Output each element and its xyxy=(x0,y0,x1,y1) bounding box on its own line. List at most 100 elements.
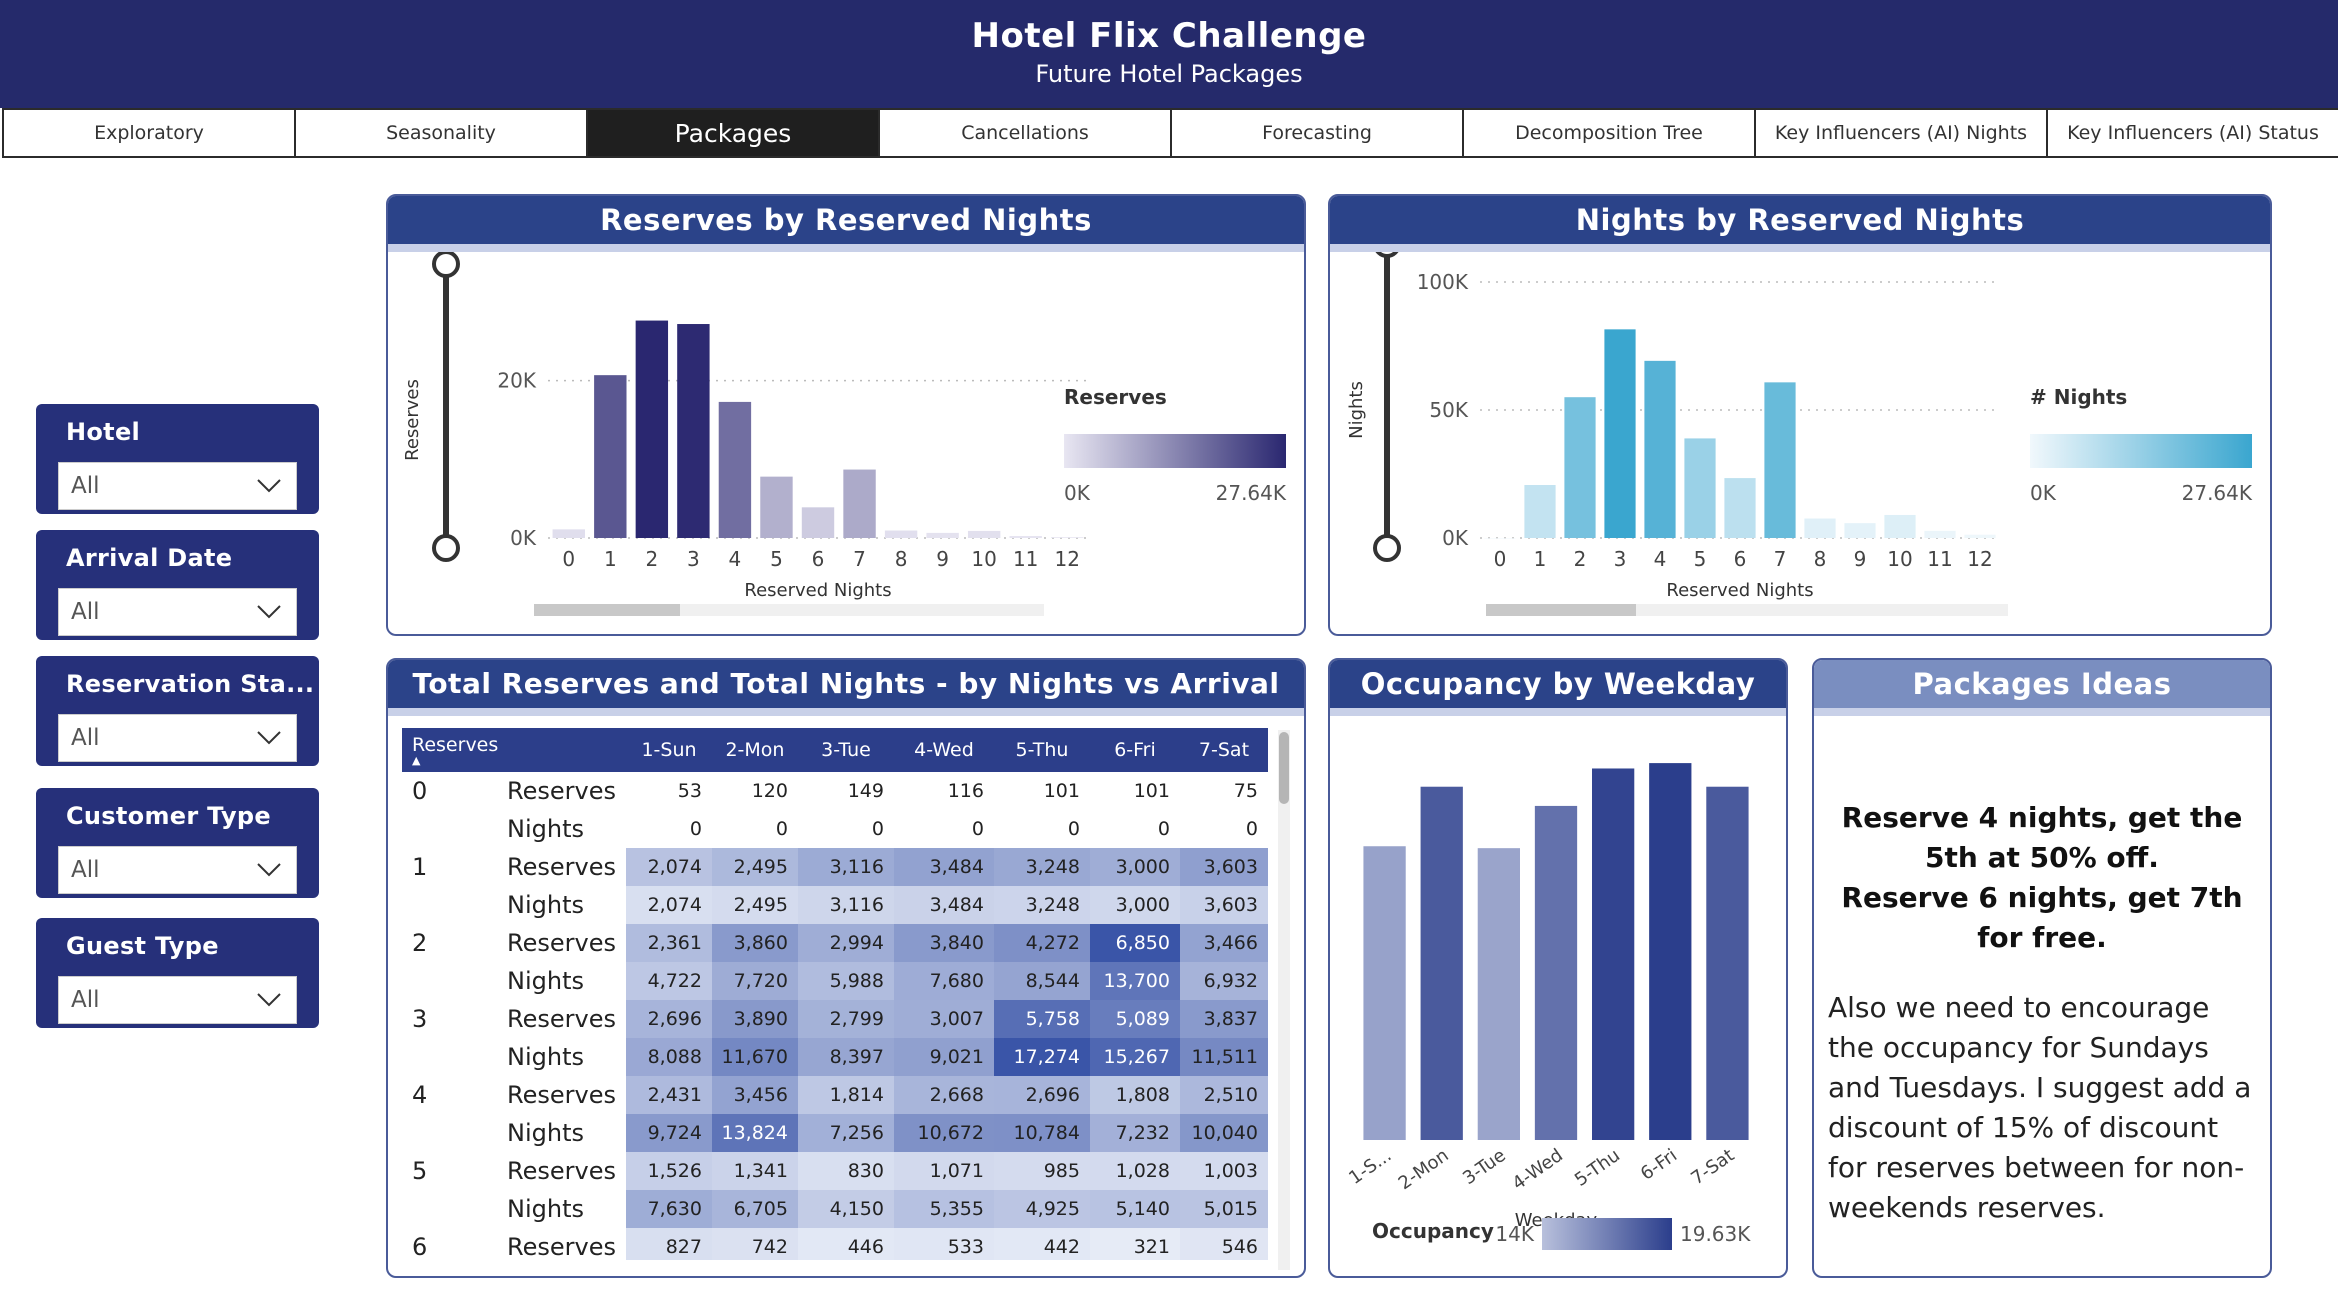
legend-min: 0K xyxy=(1064,481,1091,505)
slicer-reservation-status: Reservation Sta... All xyxy=(36,656,319,766)
matrix-cell: 4,925 xyxy=(993,1190,1090,1228)
chart-scrollbar-thumb xyxy=(534,604,680,616)
x-tick-label: 4 xyxy=(729,547,742,571)
occupancy-chart-card: Occupancy by Weekday 1-S... 2-Mon 3-Tue 4-W… xyxy=(1328,658,1788,1278)
report-subtitle: Future Hotel Packages xyxy=(1035,60,1303,88)
matrix-column-header[interactable]: 1-Sun xyxy=(625,728,712,772)
bar-5-Thu xyxy=(1592,768,1635,1140)
matrix-column-header[interactable]: 6-Fri xyxy=(1089,728,1180,772)
matrix-cell: 6,932 xyxy=(1179,962,1268,1000)
tab-key-influencers-nights[interactable]: Key Influencers (AI) Nights xyxy=(1754,108,2048,158)
dropdown-value: All xyxy=(71,857,100,883)
matrix-cell: 3,484 xyxy=(893,886,994,924)
reservation-status-dropdown[interactable]: All xyxy=(58,714,297,762)
x-tick-label: 4-Wed xyxy=(1509,1145,1567,1195)
tab-cancellations[interactable]: Cancellations xyxy=(878,108,1172,158)
chevron-down-icon xyxy=(257,605,281,619)
matrix-cell: 0 xyxy=(1245,818,1258,840)
matrix-cell: 4,272 xyxy=(993,924,1090,962)
x-tick-label: 0 xyxy=(1494,547,1507,571)
matrix-cell: 2,074 xyxy=(625,886,712,924)
matrix-cell: 3,000 xyxy=(1089,886,1180,924)
bar-12 xyxy=(1051,537,1084,538)
bar-10 xyxy=(967,530,1001,538)
bar-1-S... xyxy=(1363,846,1406,1140)
tab-forecasting[interactable]: Forecasting xyxy=(1170,108,1464,158)
matrix-row: 1 Reserves 2,074 2,495 3,116 3,484 3,248 3,000 3… xyxy=(402,848,1268,886)
row-metric-label: Nights xyxy=(507,1195,584,1223)
legend-gradient xyxy=(1064,434,1286,468)
bar-7 xyxy=(843,469,876,538)
x-tick-label: 11 xyxy=(1927,547,1952,571)
bar-9 xyxy=(1844,523,1876,538)
tab-seasonality[interactable]: Seasonality xyxy=(294,108,588,158)
matrix-cell: 149 xyxy=(847,780,884,802)
bar-3 xyxy=(677,324,710,538)
slicer-label: Arrival Date xyxy=(66,544,233,572)
tab-key-influencers-status[interactable]: Key Influencers (AI) Status xyxy=(2046,108,2338,158)
bar-6 xyxy=(1724,478,1756,538)
matrix-cell: 3,248 xyxy=(993,886,1090,924)
matrix-cell: 10,672 xyxy=(893,1114,994,1152)
tab-exploratory[interactable]: Exploratory xyxy=(2,108,296,158)
matrix-column-header[interactable]: 7-Sat xyxy=(1179,728,1268,772)
matrix-cell: 13,824 xyxy=(711,1114,798,1152)
slicer-arrival-date: Arrival Date All xyxy=(36,530,319,640)
matrix-header-row: Reserves ▲ 1-Sun 2-Mon 3-Tue 4-Wed 5-Thu 6-Fri 7… xyxy=(402,728,1268,772)
x-tick-label: 3 xyxy=(1614,547,1627,571)
x-tick-label: 4 xyxy=(1654,547,1667,571)
row-group-label: 1 xyxy=(412,853,428,881)
customer-type-dropdown[interactable]: All xyxy=(58,846,297,894)
matrix-column-header[interactable]: 2-Mon xyxy=(711,728,798,772)
matrix-cell: 7,720 xyxy=(711,962,798,1000)
matrix-column-header[interactable]: 5-Thu xyxy=(993,728,1090,772)
matrix-cell: 101 xyxy=(1043,780,1080,802)
matrix-cell: 3,456 xyxy=(711,1076,798,1114)
tab-decomposition-tree[interactable]: Decomposition Tree xyxy=(1462,108,1756,158)
matrix-cell: 546 xyxy=(1179,1228,1268,1260)
matrix-corner-header[interactable]: Reserves ▲ xyxy=(402,728,626,772)
card-title: Nights by Reserved Nights xyxy=(1330,196,2270,244)
legend-max: 19.63K xyxy=(1680,1222,1751,1246)
matrix-column-header[interactable]: 3-Tue xyxy=(797,728,894,772)
matrix-row: 5 Reserves 1,526 1,341 830 1,071 985 1,028 1,003 xyxy=(402,1152,1268,1190)
x-tick-label: 2-Mon xyxy=(1395,1145,1453,1194)
matrix-cell: 2,668 xyxy=(893,1076,994,1114)
slicer-label: Reservation Sta... xyxy=(66,670,315,698)
legend-max: 27.64K xyxy=(2182,481,2253,505)
y-tick-label: 100K xyxy=(1417,270,1469,294)
dropdown-value: All xyxy=(71,599,100,625)
matrix-cell: 2,495 xyxy=(711,886,798,924)
range-slider-handle-bottom xyxy=(1373,534,1401,562)
matrix-cell: 7,680 xyxy=(893,962,994,1000)
matrix-column-header[interactable]: 4-Wed xyxy=(893,728,994,772)
slicer-label: Customer Type xyxy=(66,802,271,830)
row-group-label xyxy=(402,1190,497,1228)
matrix-cell: 3,116 xyxy=(797,848,894,886)
matrix-cell: 3,000 xyxy=(1089,848,1180,886)
guest-type-dropdown[interactable]: All xyxy=(58,976,297,1024)
matrix-cell: 446 xyxy=(797,1228,894,1260)
x-axis-label: Reserved Nights xyxy=(1666,580,1813,601)
matrix-cell: 8,544 xyxy=(993,962,1090,1000)
bar-8 xyxy=(884,530,918,538)
x-axis-label: Reserved Nights xyxy=(744,580,891,601)
scrollbar-thumb[interactable] xyxy=(1279,732,1289,804)
hotel-dropdown[interactable]: All xyxy=(58,462,297,510)
matrix-cell: 442 xyxy=(993,1228,1090,1260)
matrix-cell: 11,670 xyxy=(711,1038,798,1076)
matrix-row: Nights 4,722 7,720 5,988 7,680 8,544 13,700 6,9… xyxy=(402,962,1268,1000)
matrix-cell: 3,116 xyxy=(797,886,894,924)
row-metric-label: Nights xyxy=(507,1119,584,1147)
row-group-label xyxy=(402,1038,497,1076)
matrix-row: Nights 8,088 11,670 8,397 9,021 17,274 15,267 1… xyxy=(402,1038,1268,1076)
arrival-date-dropdown[interactable]: All xyxy=(58,588,297,636)
bar-9 xyxy=(926,532,959,538)
legend-min: 14K xyxy=(1495,1222,1534,1246)
tab-packages[interactable]: Packages xyxy=(586,108,880,158)
row-group-label: 3 xyxy=(412,1005,428,1033)
row-group-label xyxy=(402,962,497,1000)
matrix-scrollbar[interactable] xyxy=(1278,730,1290,1270)
